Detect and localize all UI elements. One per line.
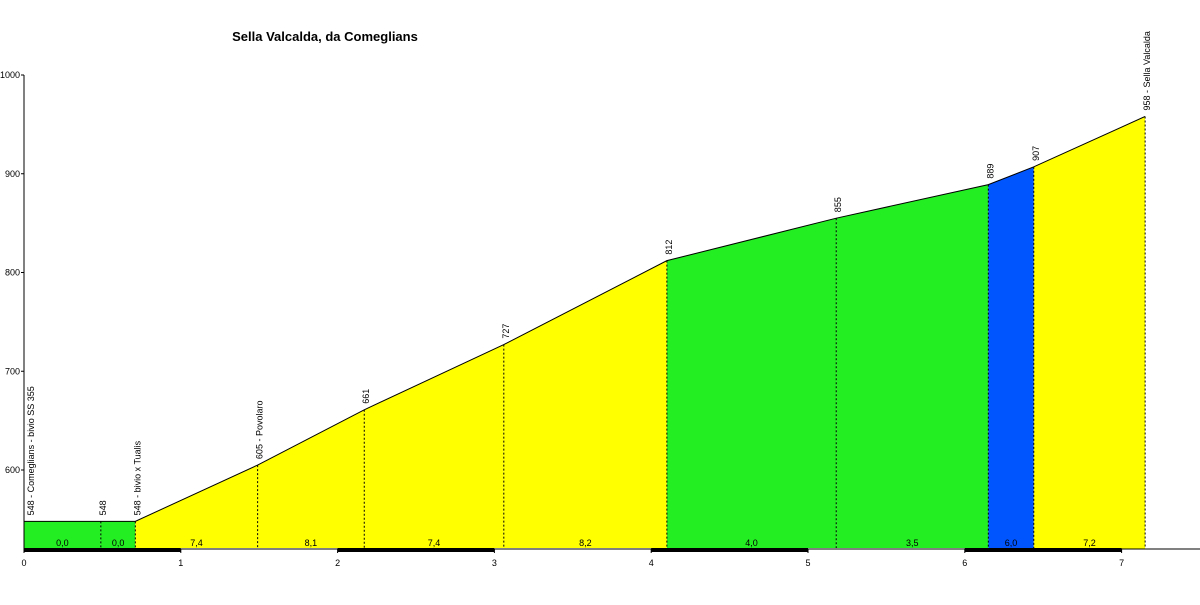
point-label: 889 bbox=[985, 164, 995, 179]
x-tick-label: 4 bbox=[649, 558, 654, 568]
distance-bar bbox=[494, 548, 652, 552]
x-tick-label: 7 bbox=[1119, 558, 1124, 568]
x-tick-label: 2 bbox=[335, 558, 340, 568]
profile-line bbox=[24, 116, 1146, 522]
y-tick-label: 900 bbox=[5, 169, 20, 179]
point-label: 907 bbox=[1031, 146, 1041, 161]
profile-segment bbox=[1033, 116, 1146, 549]
profile-segment bbox=[503, 260, 667, 549]
point-label: 855 bbox=[833, 197, 843, 212]
point-label: 548 - bivio x Tualis bbox=[132, 440, 142, 515]
profile-segment bbox=[988, 166, 1034, 549]
gradient-label: 8,2 bbox=[579, 538, 592, 548]
point-label: 605 - Povolaro bbox=[255, 401, 265, 460]
distance-bar bbox=[180, 548, 338, 552]
gradient-label: 7,2 bbox=[1083, 538, 1096, 548]
distance-bar bbox=[651, 548, 808, 552]
gradient-label: 7,4 bbox=[190, 538, 203, 548]
gradient-label: 7,4 bbox=[428, 538, 441, 548]
point-label: 958 - Sella Valcalda bbox=[1142, 31, 1152, 110]
profile-segment bbox=[257, 409, 365, 549]
chart-title: Sella Valcalda, da Comeglians bbox=[232, 29, 418, 44]
gradient-label: 8,1 bbox=[305, 538, 318, 548]
gradient-label: 0,0 bbox=[112, 538, 125, 548]
gradient-label: 0,0 bbox=[56, 538, 69, 548]
x-tick-label: 6 bbox=[962, 558, 967, 568]
profile-segment bbox=[100, 521, 136, 549]
gradient-label: 4,0 bbox=[745, 538, 758, 548]
y-tick-label: 600 bbox=[5, 465, 20, 475]
x-tick-label: 0 bbox=[21, 558, 26, 568]
point-label: 812 bbox=[664, 240, 674, 255]
profile-segment bbox=[666, 218, 837, 549]
profile-segment bbox=[135, 465, 258, 549]
point-label: 548 - Comeglians - bivio SS 355 bbox=[26, 386, 36, 515]
point-label: 548 bbox=[98, 500, 108, 515]
distance-bar bbox=[337, 548, 495, 552]
profile-segment bbox=[836, 184, 989, 550]
gradient-label: 6,0 bbox=[1005, 538, 1018, 548]
y-tick-label: 1000 bbox=[0, 70, 20, 80]
y-tick-label: 800 bbox=[5, 268, 20, 278]
x-tick-label: 5 bbox=[805, 558, 810, 568]
gradient-label: 3,5 bbox=[906, 538, 919, 548]
x-tick-label: 3 bbox=[492, 558, 497, 568]
y-tick-label: 700 bbox=[5, 366, 20, 376]
distance-bar bbox=[964, 548, 1122, 552]
profile-segment bbox=[24, 521, 101, 549]
profile-segment bbox=[364, 344, 504, 549]
distance-bar bbox=[808, 548, 965, 552]
x-tick-label: 1 bbox=[178, 558, 183, 568]
point-label: 661 bbox=[361, 389, 371, 404]
distance-bar bbox=[24, 548, 181, 552]
point-label: 727 bbox=[501, 324, 511, 339]
